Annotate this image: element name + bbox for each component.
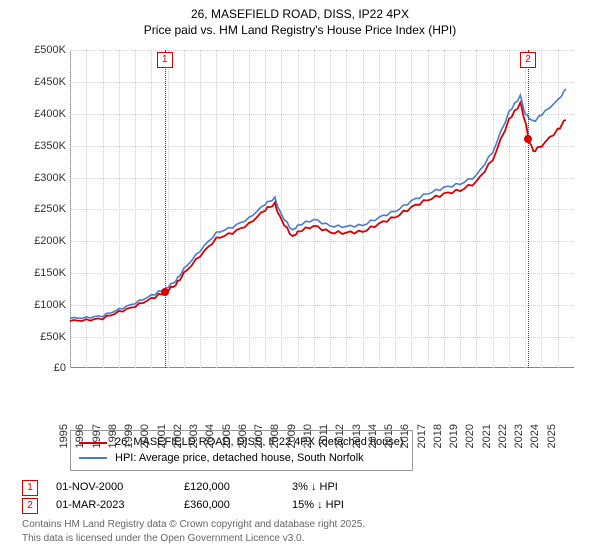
x-tick-label: 2014 — [367, 424, 379, 448]
sales-table-row: 2 01-MAR-2023 £360,000 15% ↓ HPI — [22, 497, 578, 515]
legend-swatch — [79, 457, 107, 459]
sales-table-price: £120,000 — [184, 479, 274, 497]
sales-table: 1 01-NOV-2000 £120,000 3% ↓ HPI 2 01-MAR-2023… — [22, 479, 578, 514]
x-tick-label: 2011 — [318, 424, 330, 448]
x-tick-label: 2023 — [513, 424, 525, 448]
series-line — [70, 103, 566, 321]
x-tick-label: 2022 — [497, 424, 509, 448]
x-tick-label: 2008 — [269, 424, 281, 448]
x-tick-label: 2016 — [399, 424, 411, 448]
x-tick-label: 2025 — [546, 424, 558, 448]
chart-footer: Contains HM Land Registry data © Crown c… — [22, 518, 578, 545]
sales-table-badge: 2 — [22, 498, 38, 514]
x-tick-label: 2017 — [416, 424, 428, 448]
x-tick-label: 2015 — [383, 424, 395, 448]
x-tick-label: 2019 — [448, 424, 460, 448]
sale-marker-badge: 1 — [157, 52, 173, 68]
sales-table-badge: 1 — [22, 480, 38, 496]
x-tick-label: 2002 — [172, 424, 184, 448]
x-tick-label: 2003 — [188, 424, 200, 448]
x-tick-label: 2018 — [432, 424, 444, 448]
x-tick-label: 2001 — [156, 424, 168, 448]
sale-marker-dot — [161, 288, 169, 296]
series-line — [70, 89, 566, 319]
page-title-address: 26, MASEFIELD ROAD, DISS, IP22 4PX — [0, 6, 600, 22]
sales-table-date: 01-MAR-2023 — [56, 497, 166, 515]
x-tick-label: 2012 — [334, 424, 346, 448]
legend-item: HPI: Average price, detached house, Sout… — [79, 451, 404, 466]
sale-marker-dot — [524, 135, 532, 143]
x-tick-label: 2013 — [351, 424, 363, 448]
x-tick-label: 2021 — [481, 424, 493, 448]
footer-line2: This data is licensed under the Open Gov… — [22, 532, 578, 546]
x-tick-label: 2004 — [204, 424, 216, 448]
x-tick-label: 2020 — [464, 424, 476, 448]
x-tick-label: 2007 — [253, 424, 265, 448]
x-tick-label: 1996 — [74, 424, 86, 448]
x-tick-label: 2000 — [139, 424, 151, 448]
x-tick-label: 2010 — [302, 424, 314, 448]
sales-table-delta: 3% ↓ HPI — [292, 479, 412, 497]
footer-line1: Contains HM Land Registry data © Crown c… — [22, 518, 578, 532]
page-title-sub: Price paid vs. HM Land Registry's House … — [0, 22, 600, 38]
price-chart: £0£50K£100K£150K£200K£250K£300K£350K£400… — [20, 44, 580, 424]
sales-table-row: 1 01-NOV-2000 £120,000 3% ↓ HPI — [22, 479, 578, 497]
x-tick-label: 1999 — [123, 424, 135, 448]
sales-table-delta: 15% ↓ HPI — [292, 497, 412, 515]
chart-series — [20, 44, 580, 424]
sale-marker-line — [165, 50, 166, 368]
x-tick-label: 1997 — [91, 424, 103, 448]
x-tick-label: 2024 — [529, 424, 541, 448]
sales-table-price: £360,000 — [184, 497, 274, 515]
sale-marker-line — [528, 50, 529, 368]
sale-marker-badge: 2 — [520, 52, 536, 68]
x-tick-label: 1995 — [58, 424, 70, 448]
x-tick-label: 2009 — [286, 424, 298, 448]
x-tick-label: 2005 — [221, 424, 233, 448]
legend-label: HPI: Average price, detached house, Sout… — [115, 451, 364, 466]
sales-table-date: 01-NOV-2000 — [56, 479, 166, 497]
x-tick-label: 1998 — [107, 424, 119, 448]
x-tick-label: 2006 — [237, 424, 249, 448]
